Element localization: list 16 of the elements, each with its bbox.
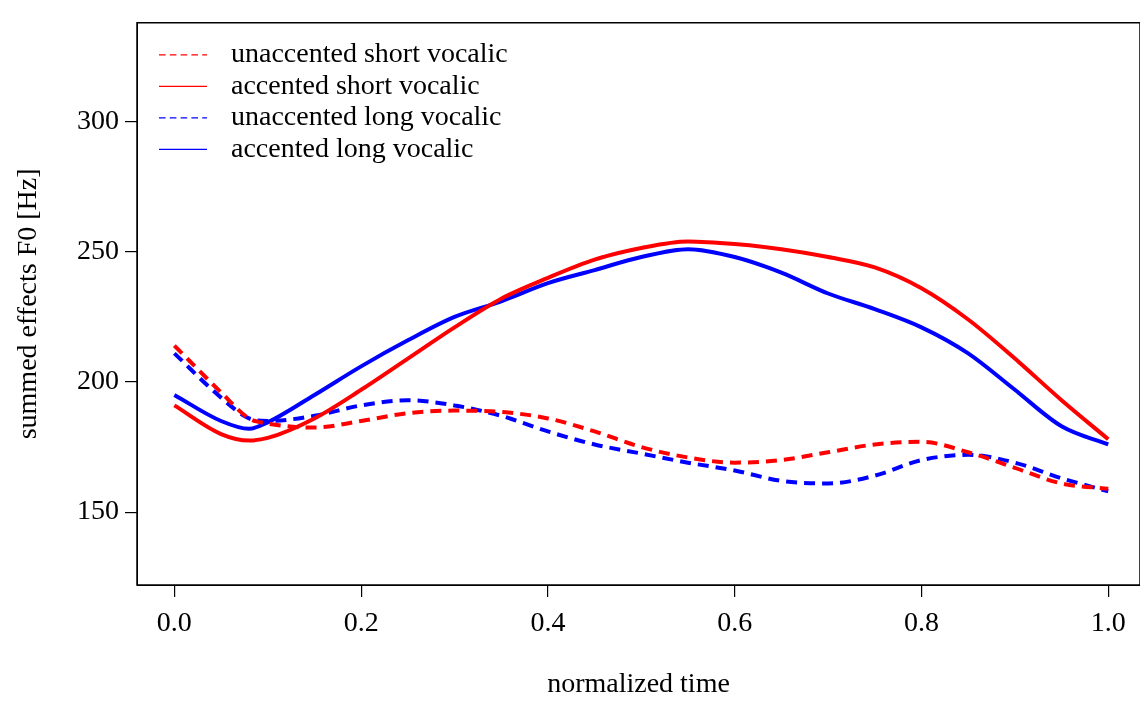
x-tick-label: 1.0	[1090, 606, 1126, 638]
x-axis-title: normalized time	[547, 666, 730, 698]
legend-label: accented short vocalic	[231, 68, 480, 100]
legend-label: unaccented short vocalic	[231, 37, 508, 69]
x-tick-label: 0.8	[903, 606, 939, 638]
y-tick-label: 150	[77, 494, 119, 526]
y-axis-title: summed effects F0 [Hz]	[11, 168, 43, 440]
x-tick-label: 0.0	[156, 606, 192, 638]
y-tick-label: 250	[77, 234, 119, 266]
x-tick-label: 0.4	[530, 606, 566, 638]
x-tick-label: 0.6	[717, 606, 753, 638]
y-tick-label: 200	[77, 364, 119, 396]
legend-label: accented long vocalic	[231, 131, 474, 163]
y-tick-label: 300	[77, 104, 119, 136]
x-tick-label: 0.2	[343, 606, 379, 638]
legend-label: unaccented long vocalic	[231, 100, 502, 132]
